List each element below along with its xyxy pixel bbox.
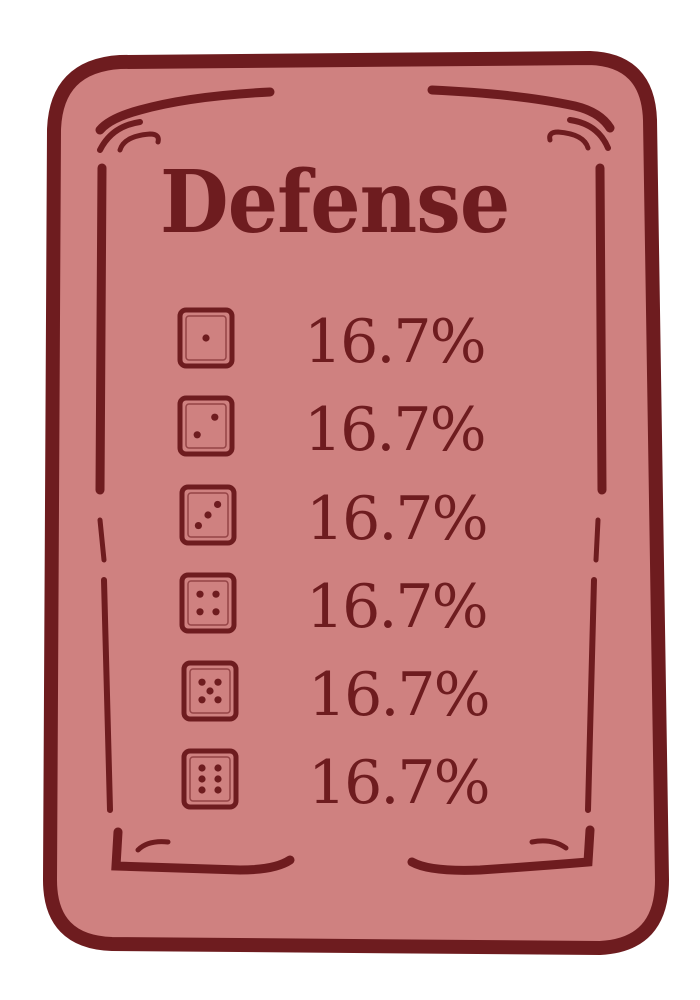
die-pip [214,500,222,509]
die-face-1-icon [177,307,235,369]
corner-ornament-bottom-left [111,827,295,875]
die-pip [198,775,206,783]
corner-ornament-top-right [427,85,615,151]
odds-value: 16.7% [306,484,489,554]
die-pip [194,521,202,530]
die-pip [196,608,204,616]
die-pip [196,590,204,598]
die-pip [193,431,201,439]
odds-value: 16.7% [308,748,491,818]
die-pip [214,764,222,772]
die-pip [206,687,214,695]
die-pip [198,696,206,704]
die-pip [214,678,222,686]
side-border-lines [95,163,607,813]
odds-value: 16.7% [304,307,487,377]
odds-value: 16.7% [308,660,491,730]
odds-value: 16.7% [306,572,489,642]
die-face-2-icon [177,395,235,457]
die-pip [202,334,210,342]
die-face-4-icon [179,572,237,634]
corner-ornament-top-left [95,87,275,153]
die-pip [198,764,206,772]
corner-ornament-bottom-right [407,825,595,875]
die-pip [212,608,220,616]
die-pip [204,511,212,519]
die-pip [214,696,222,704]
die-pip [212,590,220,598]
die-pip [214,775,222,783]
die-pip [211,413,219,421]
die-face-6-icon [181,748,239,810]
die-pip [198,786,206,794]
die-face-5-icon [181,660,239,722]
die-face-3-icon [179,484,237,546]
odds-value: 16.7% [304,395,487,465]
die-pip [214,786,222,794]
card-title: Defense [160,152,510,253]
die-pip [198,678,206,686]
